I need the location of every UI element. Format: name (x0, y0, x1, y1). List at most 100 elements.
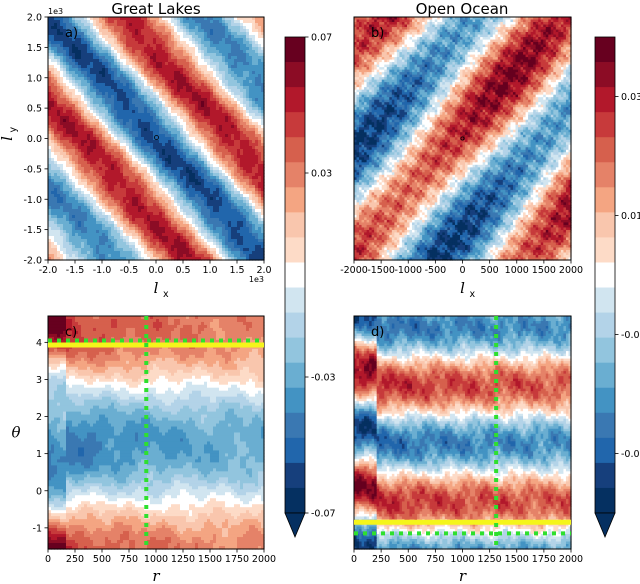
heatmap-cell (141, 122, 145, 126)
heatmap-cell (144, 23, 148, 27)
heatmap-cell (132, 227, 136, 231)
heatmap-cell (51, 116, 55, 120)
heatmap-cell (63, 176, 67, 180)
heatmap-cell (150, 50, 154, 54)
heatmap-cell (141, 173, 145, 177)
heatmap-cell (48, 245, 52, 249)
heatmap-cell (72, 152, 76, 156)
heatmap-cell (135, 20, 139, 24)
heatmap-cell (135, 248, 139, 252)
heatmap-cell (150, 65, 154, 69)
heatmap-cell (138, 224, 142, 228)
heatmap-cell (144, 224, 148, 228)
heatmap-cell (84, 149, 88, 153)
heatmap-cell (114, 110, 118, 114)
heatmap-cell (72, 86, 76, 90)
heatmap-cell (60, 62, 64, 66)
heatmap-cell (144, 71, 148, 75)
heatmap-cell (132, 176, 136, 180)
heatmap-cell (132, 35, 136, 39)
heatmap-cell (111, 197, 115, 201)
heatmap-cell (75, 242, 79, 246)
heatmap-cell (96, 17, 100, 21)
heatmap-cell (147, 62, 151, 66)
heatmap-cell (66, 233, 70, 237)
heatmap-cell (81, 191, 85, 195)
heatmap-cell (141, 209, 145, 213)
heatmap-cell (48, 248, 52, 252)
heatmap-cell (72, 140, 76, 144)
heatmap-cell (72, 236, 76, 240)
heatmap-cell (144, 143, 148, 147)
heatmap-cell (147, 56, 151, 60)
heatmap-cell (150, 134, 154, 138)
heatmap-cell (141, 188, 145, 192)
heatmap-cell (120, 140, 124, 144)
heatmap-cell (105, 221, 109, 225)
heatmap-cell (123, 50, 127, 54)
heatmap-cell (75, 233, 79, 237)
heatmap-cell (54, 251, 58, 255)
heatmap-cell (87, 251, 91, 255)
heatmap-cell (63, 104, 67, 108)
heatmap-cell (105, 95, 109, 99)
heatmap-cell (96, 143, 100, 147)
heatmap-cell (63, 245, 67, 249)
heatmap-cell (66, 254, 70, 258)
heatmap-cell (72, 155, 76, 159)
heatmap-cell (90, 206, 94, 210)
heatmap-cell (105, 137, 109, 141)
heatmap-cell (75, 152, 79, 156)
heatmap-cell (114, 224, 118, 228)
heatmap-cell (102, 98, 106, 102)
heatmap-cell (99, 41, 103, 45)
heatmap-cell (87, 74, 91, 78)
heatmap-cell (126, 206, 130, 210)
heatmap-cell (102, 200, 106, 204)
heatmap-cell (51, 257, 55, 261)
heatmap-cell (141, 89, 145, 93)
heatmap-cell (93, 89, 97, 93)
heatmap-cell (90, 194, 94, 198)
heatmap-cell (105, 26, 109, 30)
heatmap-cell (120, 116, 124, 120)
heatmap-cell (123, 179, 127, 183)
heatmap-cell (84, 152, 88, 156)
heatmap-cell (63, 128, 67, 132)
heatmap-cell (114, 248, 118, 252)
heatmap-cell (51, 92, 55, 96)
heatmap-cell (81, 161, 85, 165)
heatmap-cell (120, 143, 124, 147)
heatmap-cell (129, 200, 133, 204)
heatmap-cell (72, 215, 76, 219)
heatmap-cell (72, 221, 76, 225)
heatmap-cell (111, 152, 115, 156)
heatmap-cell (126, 185, 130, 189)
heatmap-cell (87, 197, 91, 201)
heatmap-cell (105, 44, 109, 48)
heatmap-cell (93, 230, 97, 234)
heatmap-cell (147, 95, 151, 99)
heatmap-cell (147, 125, 151, 129)
heatmap-cell (111, 41, 115, 45)
heatmap-cell (87, 152, 91, 156)
heatmap-cell (93, 122, 97, 126)
heatmap-cell (51, 125, 55, 129)
heatmap-cell (129, 194, 133, 198)
heatmap-cell (144, 134, 148, 138)
heatmap-cell (135, 47, 139, 51)
heatmap-cell (57, 104, 61, 108)
heatmap-cell (102, 137, 106, 141)
heatmap-cell (102, 23, 106, 27)
heatmap-cell (147, 68, 151, 72)
heatmap-cell (123, 149, 127, 153)
heatmap-cell (144, 206, 148, 210)
heatmap-cell (114, 170, 118, 174)
heatmap-cell (66, 164, 70, 168)
heatmap-cell (87, 98, 91, 102)
heatmap-cell (48, 77, 52, 81)
heatmap-cell (144, 116, 148, 120)
heatmap-cell (81, 146, 85, 150)
heatmap-cell (150, 149, 154, 153)
heatmap-cell (144, 170, 148, 174)
